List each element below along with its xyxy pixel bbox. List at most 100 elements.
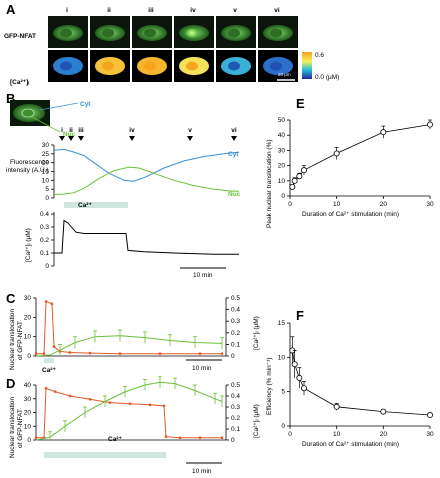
gfp-nucleus-1 — [60, 28, 72, 38]
d-ca-point-0 — [34, 436, 38, 439]
e-line — [291, 124, 431, 188]
frame-label-iv: iv — [190, 7, 196, 14]
d-ca-point-5 — [88, 398, 92, 401]
d-right-tick-label-0.3: 0.3 — [231, 404, 240, 411]
scale-bar-b-label: 10 min — [193, 272, 213, 279]
gfp-nucleus-3 — [144, 28, 156, 38]
d-right-tick-label-0.1: 0.1 — [231, 426, 240, 433]
ca-tick-label-0.3: 0.3 — [40, 224, 49, 231]
e-point-4 — [333, 150, 340, 157]
ca-nucleus-3 — [144, 61, 156, 71]
d-ca-point-1 — [42, 436, 46, 439]
c-right-tick-label-0.3: 0.3 — [231, 318, 240, 325]
f-point-4 — [333, 403, 340, 410]
panel-a: A GFP-NFAT [Ca²⁺]ᵢ i ii iii iv v vi 0.6 0.0 (… — [4, 2, 339, 86]
marker-label-vi: vi — [231, 127, 237, 134]
ca-nucleus-2 — [102, 61, 114, 71]
c-ca-point-11 — [220, 352, 224, 355]
e-point-5 — [380, 129, 387, 136]
d-ca-point-8 — [148, 403, 152, 406]
e-xtick-label-0: 0 — [288, 201, 292, 208]
c-ca-point-4 — [52, 345, 56, 348]
panel-e: E Peak nuclear translocation (%) 0 10 20 30… — [266, 96, 434, 228]
d-translocation-errorbars — [48, 376, 224, 440]
panel-label-b: B — [6, 91, 15, 106]
d-left-tick-label-0: 0 — [27, 437, 31, 444]
e-point-1 — [291, 177, 298, 184]
f-ytick-label-5: 5 — [281, 389, 285, 396]
fi-tick-label-0: 0 — [45, 195, 49, 202]
frame-label-v: v — [233, 7, 237, 14]
scale-bar-a-label: 20 μm — [278, 72, 291, 77]
c-translocation-trace — [35, 335, 223, 357]
f-ticks: 0 5 10 15 0 10 20 30 — [278, 320, 434, 438]
e-point-0 — [289, 183, 296, 190]
c-ca-point-6 — [68, 351, 72, 354]
nuc-label: Nuc — [63, 131, 76, 138]
d-ca-point-9 — [162, 404, 166, 408]
calcium-row-label: [Ca²⁺]ᵢ — [10, 79, 29, 86]
ca-nucleus-1 — [60, 61, 72, 71]
panel-label-c: C — [6, 291, 16, 306]
c-ylabel-1: Nuclear translocation — [9, 309, 16, 370]
c-right-ticks: 0 0.1 0.2 0.3 0.4 0.5 — [226, 295, 240, 360]
frame-label-ii: ii — [107, 7, 111, 14]
e-ytick-label-30: 30 — [278, 147, 286, 154]
panel-label-e: E — [296, 96, 305, 111]
c-right-tick-label-0.2: 0.2 — [231, 330, 240, 337]
f-xtick-label-0: 0 — [288, 431, 292, 438]
c-right-tick-label-0.5: 0.5 — [231, 295, 240, 302]
fi-tick-label-5: 5 — [45, 186, 49, 193]
e-ytick-label-0: 0 — [281, 193, 285, 200]
c-ca-point-10 — [198, 352, 202, 355]
gfp-nucleus-5 — [228, 28, 240, 38]
d-left-tick-label-40: 40 — [24, 382, 32, 389]
f-xtick-label-20: 20 — [380, 431, 388, 438]
fi-tick-label-15: 15 — [42, 169, 50, 176]
f-xtick-label-30: 30 — [426, 431, 434, 438]
d-ca-point-7 — [128, 402, 132, 405]
panel-label-d: D — [6, 376, 15, 391]
c-right-tick-label-0.1: 0.1 — [231, 341, 240, 348]
e-ylabel: Peak nuclear translocation (%) — [266, 139, 273, 228]
c-ca-point-3 — [50, 302, 54, 305]
marker-label-i: i — [61, 127, 63, 134]
colorbar-min-label: 0.0 (μM) — [315, 74, 339, 81]
frame-label-iii: iii — [148, 7, 154, 14]
ca-tick-label-0.2: 0.2 — [40, 237, 49, 244]
c-ca-point-8 — [118, 352, 122, 355]
marker-arrow-vi — [231, 136, 237, 141]
c-left-tick-label-0: 0 — [27, 353, 31, 360]
panel-label-f: F — [296, 308, 304, 323]
d-ca-point-10 — [164, 435, 168, 438]
cyt-label: Cyt — [80, 101, 91, 108]
fi-tick-label-20: 20 — [42, 160, 50, 167]
d-ca-point-3 — [53, 390, 57, 393]
c-ca-point-7 — [88, 351, 92, 355]
d-ca-point-13 — [220, 436, 224, 439]
d-ylabel-1: Nuclear translocation — [9, 397, 16, 458]
e-xtick-label-20: 20 — [380, 201, 388, 208]
gfp-nfat-row-label: GFP-NFAT — [4, 33, 36, 40]
nuc-pointer — [29, 115, 61, 133]
d-ca-point-4 — [68, 394, 72, 398]
ca-ylabel-b: [Ca²⁺]ᵢ (μM) — [25, 228, 32, 262]
c-right-tick-label-0.4: 0.4 — [231, 307, 240, 314]
c-left-tick-label-20: 20 — [24, 314, 32, 321]
e-xlabel: Duration of Ca²⁺ stimulation (min) — [302, 211, 399, 218]
time-markers: i ii iii iv v vi — [59, 127, 237, 141]
panel-f: F Efficiency (% min⁻¹) 0 5 10 15 0 10 20 30 Dur… — [266, 308, 434, 448]
d-ca-point-2 — [44, 387, 48, 390]
d-ca-point-6 — [108, 401, 112, 404]
e-ytick-label-40: 40 — [278, 132, 286, 139]
d-left-tick-label-10: 10 — [24, 423, 32, 430]
ca-nucleus-5 — [228, 61, 240, 71]
d-right-tick-label-0.5: 0.5 — [231, 382, 240, 389]
marker-arrow-iii — [78, 136, 84, 141]
d-calcium-points — [34, 387, 224, 439]
f-points — [289, 336, 433, 419]
e-point-6 — [426, 121, 433, 128]
marker-arrow-i — [59, 136, 65, 141]
f-point-3 — [300, 385, 307, 392]
c-ylabel-2: of GFP-NFAT — [17, 321, 24, 360]
